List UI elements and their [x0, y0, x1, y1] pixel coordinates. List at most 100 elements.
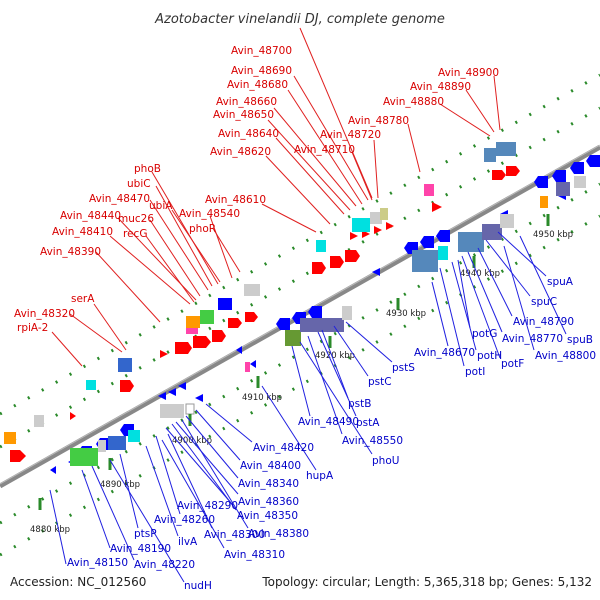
feature-block[interactable] — [484, 148, 496, 162]
feature-block[interactable] — [540, 196, 548, 208]
feature-block[interactable] — [380, 208, 388, 220]
feature-block[interactable] — [34, 415, 44, 427]
gene-label[interactable]: phoR — [189, 223, 216, 235]
gene-label[interactable]: Avin_48690 — [231, 65, 292, 77]
gene-arrow[interactable] — [158, 392, 166, 400]
gene-label[interactable]: spuB — [567, 334, 593, 346]
feature-block[interactable] — [108, 436, 126, 450]
gene-label[interactable]: potI — [465, 366, 485, 378]
gene-arrow[interactable] — [432, 202, 442, 212]
gene-label[interactable]: Avin_48790 — [513, 316, 574, 328]
gene-label[interactable]: Avin_48640 — [218, 128, 279, 140]
gene-label[interactable]: Avin_48400 — [240, 460, 301, 472]
feature-block[interactable] — [342, 306, 352, 320]
gene-arrow[interactable] — [195, 394, 203, 402]
gene-label[interactable]: pstB — [348, 398, 371, 410]
gene-label[interactable]: hupA — [306, 470, 334, 482]
gene-label[interactable]: Avin_48800 — [535, 350, 596, 362]
feature-block[interactable] — [128, 430, 140, 442]
gene-arrow[interactable] — [175, 342, 192, 354]
feature-block[interactable] — [185, 403, 195, 415]
gene-label[interactable]: ilvA — [178, 536, 198, 548]
gene-label[interactable]: Avin_48260 — [154, 514, 215, 526]
feature-block[interactable] — [574, 176, 586, 188]
gene-arrow[interactable] — [120, 380, 134, 392]
gene-arrow[interactable] — [345, 250, 360, 262]
feature-block[interactable] — [186, 316, 200, 328]
feature-block[interactable] — [500, 214, 514, 228]
gene-label[interactable]: pstS — [392, 362, 415, 374]
gene-label[interactable]: Avin_48710 — [294, 144, 355, 156]
feature-block[interactable] — [438, 246, 448, 260]
gene-arrow[interactable] — [193, 336, 211, 348]
gene-label[interactable]: Avin_48310 — [224, 549, 285, 561]
gene-label[interactable]: Avin_48390 — [40, 246, 101, 258]
feature-block[interactable] — [458, 232, 484, 252]
gene-label[interactable]: Avin_48150 — [67, 557, 128, 569]
gene-label[interactable]: Avin_48900 — [438, 67, 499, 79]
gene-label[interactable]: Avin_48540 — [179, 208, 240, 220]
gene-label[interactable]: Avin_48700 — [231, 45, 292, 57]
gene-label[interactable]: phoB — [134, 163, 161, 175]
feature-block[interactable] — [496, 142, 516, 156]
gene-arrow[interactable] — [374, 226, 382, 234]
gene-arrow[interactable] — [420, 236, 434, 248]
feature-block[interactable] — [482, 224, 502, 240]
gene-label[interactable]: Avin_48620 — [210, 146, 271, 158]
feature-block[interactable] — [245, 362, 250, 372]
gene-arrow[interactable] — [276, 318, 290, 330]
gene-label[interactable]: Avin_48420 — [253, 442, 314, 454]
feature-block[interactable] — [285, 330, 301, 346]
gene-arrow[interactable] — [10, 450, 26, 462]
gene-arrow[interactable] — [586, 155, 600, 167]
gene-label[interactable]: ubiA — [149, 200, 173, 212]
gene-label[interactable]: Avin_48290 — [177, 500, 238, 512]
gene-label[interactable]: nudH — [184, 580, 212, 592]
gene-arrow[interactable] — [534, 176, 548, 188]
gene-label[interactable]: spuA — [547, 276, 574, 288]
gene-label[interactable]: Avin_48610 — [205, 194, 266, 206]
feature-block[interactable] — [98, 440, 106, 452]
feature-block[interactable] — [424, 184, 434, 196]
gene-arrow[interactable] — [250, 360, 256, 368]
gene-label[interactable]: Avin_48470 — [89, 193, 150, 205]
gene-arrow[interactable] — [168, 388, 176, 396]
gene-label[interactable]: Avin_48550 — [342, 435, 403, 447]
gene-label[interactable]: Avin_48410 — [52, 226, 113, 238]
gene-label[interactable]: Avin_48670 — [414, 347, 475, 359]
gene-label[interactable]: ubiC — [127, 178, 151, 190]
gene-label[interactable]: pstC — [368, 376, 392, 388]
gene-arrow[interactable] — [330, 256, 344, 268]
gene-arrow[interactable] — [308, 306, 322, 318]
gene-arrow[interactable] — [160, 350, 168, 358]
gene-label[interactable]: Avin_48380 — [248, 528, 309, 540]
gene-arrow[interactable] — [228, 318, 242, 328]
gene-label[interactable]: recG — [123, 228, 147, 240]
gene-arrow[interactable] — [212, 330, 226, 342]
gene-label[interactable]: Avin_48680 — [227, 79, 288, 91]
gene-arrow[interactable] — [570, 162, 584, 174]
gene-label[interactable]: Avin_48350 — [237, 510, 298, 522]
gene-label[interactable]: Avin_48320 — [14, 308, 75, 320]
feature-block[interactable] — [4, 432, 16, 444]
gene-label[interactable]: serA — [71, 293, 95, 305]
gene-label[interactable]: Avin_48890 — [410, 81, 471, 93]
feature-block[interactable] — [218, 298, 232, 310]
gene-arrow[interactable] — [552, 170, 566, 182]
gene-label[interactable]: Avin_48880 — [383, 96, 444, 108]
gene-label[interactable]: spuC — [531, 296, 557, 308]
gene-arrow[interactable] — [350, 232, 358, 240]
gene-arrow[interactable] — [372, 268, 380, 276]
feature-block[interactable] — [86, 380, 96, 390]
gene-label[interactable]: potH — [477, 350, 502, 362]
feature-block[interactable] — [70, 448, 98, 466]
gene-arrow[interactable] — [70, 412, 76, 420]
gene-label[interactable]: Avin_48720 — [320, 129, 381, 141]
gene-arrow[interactable] — [245, 312, 258, 322]
gene-arrow[interactable] — [178, 382, 186, 390]
feature-block[interactable] — [556, 182, 570, 196]
feature-block[interactable] — [412, 250, 438, 272]
gene-label[interactable]: Avin_48490 — [298, 416, 359, 428]
gene-arrow[interactable] — [492, 170, 506, 180]
gene-label[interactable]: potF — [501, 358, 524, 370]
